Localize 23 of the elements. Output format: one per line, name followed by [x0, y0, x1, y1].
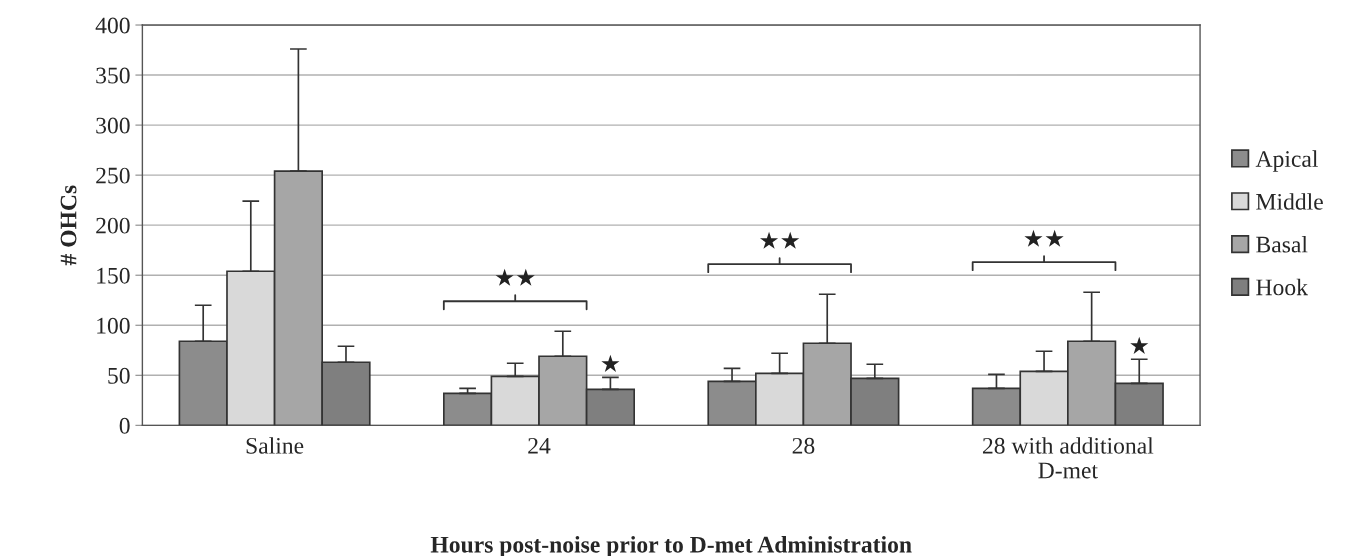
- y-tick-label: 200: [96, 217, 130, 234]
- legend-label: Basal: [1256, 235, 1308, 253]
- y-tick-label: 50: [108, 367, 130, 384]
- legend-label: Apical: [1255, 150, 1318, 172]
- y-tick-label: 400: [95, 17, 130, 34]
- y-tick-label: 150: [97, 267, 130, 284]
- annotation: ★: [601, 354, 620, 372]
- y-tick-label: 300: [96, 117, 130, 134]
- x-tick-label: Saline: [246, 437, 304, 454]
- y-tick-label: 100: [97, 317, 130, 334]
- annotation: ★★: [1024, 229, 1064, 247]
- annotation: ★: [1130, 336, 1149, 354]
- y-tick-label: 0: [119, 417, 130, 434]
- annotation: ★★: [495, 268, 535, 286]
- x-tick-label: 28 with additional D-met: [982, 437, 1154, 479]
- x-tick-label: 24: [528, 437, 551, 454]
- annotation: ★★: [760, 231, 800, 249]
- x-tick-label: 28: [792, 437, 815, 454]
- legend-label: Hook: [1256, 278, 1308, 296]
- y-axis-title: # OHCs: [60, 185, 77, 266]
- y-tick-label: 250: [96, 167, 130, 184]
- y-tick-label: 350: [96, 67, 130, 84]
- legend-label: Middle: [1256, 193, 1323, 210]
